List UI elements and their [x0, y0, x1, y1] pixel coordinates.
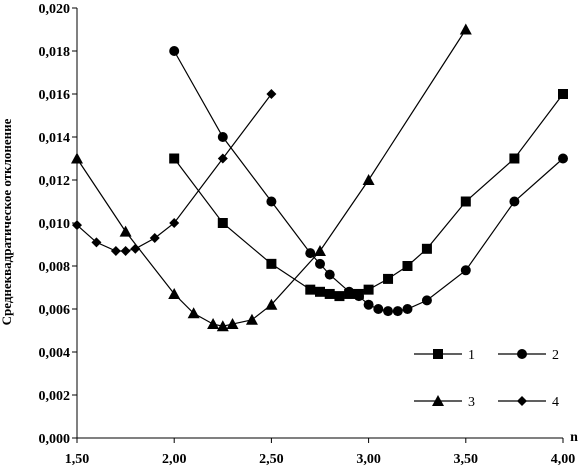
data-point-circle: [421, 295, 432, 306]
series-4: [72, 89, 277, 256]
data-point-circle: [558, 153, 568, 164]
data-point-circle: [305, 248, 316, 259]
data-point-square: [315, 286, 325, 297]
data-point-triangle: [245, 313, 258, 325]
data-point-square: [509, 153, 520, 164]
y-axis-title: Среднеквадратическое отклонение: [0, 118, 14, 325]
y-tick-label: 0,008: [39, 260, 71, 275]
data-point-triangle: [459, 23, 472, 35]
legend-item-3: 3: [414, 395, 475, 410]
data-point-triangle: [119, 225, 132, 237]
x-tick-label: 2,00: [162, 452, 187, 467]
data-point-square: [169, 153, 180, 164]
data-point-triangle: [216, 320, 229, 332]
data-point-square: [305, 284, 316, 295]
data-point-circle: [460, 265, 471, 276]
y-ticks: 0,000 0,002 0,004 0,006 0,008 0,010 0,012 0,014…: [39, 2, 77, 447]
x-ticks: 1,50 2,00 2,50 3,00 3,50 4,00: [65, 438, 576, 467]
legend-marker: [517, 396, 527, 406]
data-point-circle: [266, 196, 277, 207]
data-point-square: [558, 89, 568, 99]
x-tick-label: 2,50: [259, 452, 284, 467]
y-tick-label: 0,020: [39, 2, 71, 17]
data-point-diamond: [149, 233, 160, 244]
data-point-diamond: [120, 245, 131, 256]
y-tick-label: 0,000: [39, 432, 71, 447]
data-point-diamond: [169, 218, 180, 228]
data-point-circle: [509, 196, 520, 207]
data-point-circle: [315, 258, 325, 269]
y-tick-label: 0,002: [39, 389, 71, 404]
series-line: [173, 93, 564, 297]
data-point-circle: [363, 299, 374, 310]
data-point-circle: [392, 306, 403, 317]
data-point-square: [402, 261, 413, 271]
legend-item-4: 4: [498, 395, 559, 410]
data-point-square: [363, 284, 374, 295]
legend-label: 2: [552, 348, 559, 363]
series-1: [169, 89, 568, 302]
legend-label: 3: [468, 395, 475, 410]
y-tick-label: 0,014: [39, 131, 71, 146]
data-point-triangle: [314, 244, 326, 256]
x-tick-label: 1,50: [65, 452, 90, 467]
data-point-square: [421, 243, 432, 254]
data-point-circle: [373, 304, 384, 314]
data-point-square: [324, 288, 335, 299]
x-tick-label: 3,50: [454, 452, 479, 467]
data-point-triangle: [168, 287, 181, 299]
x-tick-label: 3,00: [356, 452, 381, 467]
data-point-circle: [324, 269, 335, 280]
data-point-triangle: [71, 152, 83, 164]
data-point-diamond: [110, 245, 121, 256]
data-point-square: [383, 273, 394, 284]
data-point-diamond: [217, 153, 228, 164]
y-tick-label: 0,018: [39, 45, 71, 60]
legend-label: 4: [552, 395, 559, 410]
data-point-triangle: [362, 174, 375, 185]
data-point-circle: [383, 306, 394, 317]
data-point-square: [460, 196, 471, 207]
data-point-diamond: [72, 220, 82, 231]
data-point-square: [266, 258, 277, 269]
data-point-circle: [169, 46, 180, 56]
data-point-circle: [344, 286, 355, 297]
data-point-diamond: [91, 237, 102, 248]
y-tick-label: 0,006: [39, 303, 71, 318]
data-point-square: [217, 218, 228, 228]
series-2: [169, 46, 568, 317]
series-3: [71, 23, 472, 332]
y-tick-label: 0,012: [39, 174, 71, 189]
x-tick-label: 4,00: [551, 452, 576, 467]
y-tick-label: 0,016: [39, 88, 71, 103]
data-point-circle: [353, 291, 364, 302]
legend-item-2: 2: [498, 348, 559, 363]
legend-item-1: 1: [414, 348, 475, 363]
legend: 1 2 3 4: [414, 348, 559, 410]
series-line: [76, 29, 467, 327]
x-axis-title: n: [570, 430, 578, 445]
data-point-triangle: [265, 298, 278, 310]
legend-marker: [517, 349, 527, 359]
data-point-diamond: [266, 89, 277, 99]
data-point-triangle: [207, 318, 220, 330]
legend-marker: [432, 395, 444, 406]
data-point-triangle: [187, 307, 200, 319]
data-point-diamond: [130, 243, 141, 254]
legend-label: 1: [468, 348, 475, 363]
data-point-circle: [402, 304, 413, 314]
data-point-triangle: [226, 318, 239, 330]
y-tick-label: 0,010: [39, 217, 71, 232]
legend-marker: [433, 349, 443, 359]
series-layer: [71, 23, 568, 332]
data-point-square: [334, 291, 345, 302]
y-tick-label: 0,004: [39, 346, 71, 361]
data-point-circle: [217, 132, 228, 142]
